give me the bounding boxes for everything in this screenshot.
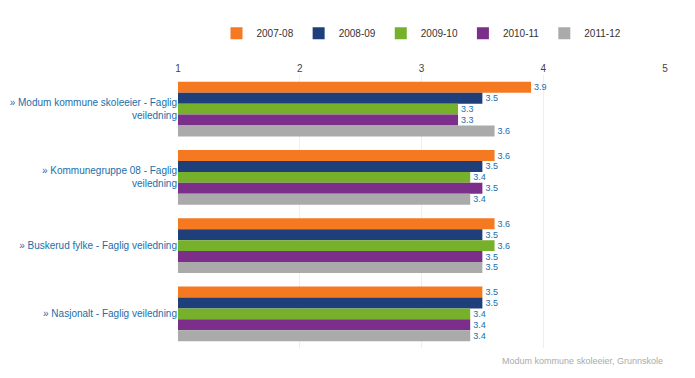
- svg-text:3.4: 3.4: [473, 331, 486, 341]
- svg-text:3.6: 3.6: [498, 241, 511, 251]
- svg-text:3.4: 3.4: [473, 320, 486, 330]
- svg-text:4: 4: [540, 63, 546, 74]
- svg-text:2010-11: 2010-11: [503, 28, 539, 39]
- svg-text:3: 3: [419, 63, 425, 74]
- svg-text:3.9: 3.9: [534, 82, 547, 92]
- svg-text:» Buskerud fylke - Faglig veil: » Buskerud fylke - Faglig veiledning: [19, 240, 177, 251]
- svg-text:1: 1: [175, 63, 181, 74]
- svg-text:3.6: 3.6: [498, 219, 511, 229]
- svg-text:2008-09: 2008-09: [339, 28, 376, 39]
- svg-text:2: 2: [297, 63, 303, 74]
- svg-text:3.3: 3.3: [461, 115, 474, 125]
- svg-text:3.5: 3.5: [485, 287, 498, 297]
- svg-text:» Nasjonalt - Faglig veilednin: » Nasjonalt - Faglig veiledning: [43, 308, 177, 319]
- svg-text:2007-08: 2007-08: [257, 28, 294, 39]
- svg-text:3.4: 3.4: [473, 194, 486, 204]
- svg-text:3.5: 3.5: [485, 252, 498, 262]
- svg-text:2009-10: 2009-10: [421, 28, 458, 39]
- svg-text:» Kommunegruppe 08 - Fagligvei: » Kommunegruppe 08 - Fagligveiledning: [42, 165, 177, 189]
- svg-text:3.5: 3.5: [485, 183, 498, 193]
- svg-text:3.4: 3.4: [473, 309, 486, 319]
- svg-text:5: 5: [662, 63, 668, 74]
- svg-text:3.5: 3.5: [485, 161, 498, 171]
- svg-text:3.5: 3.5: [485, 93, 498, 103]
- svg-text:» Modum kommune skoleeier - Fa: » Modum kommune skoleeier - Fagligveiled…: [10, 97, 177, 121]
- svg-text:2011-12: 2011-12: [584, 28, 620, 39]
- svg-text:3.5: 3.5: [485, 230, 498, 240]
- svg-text:3.5: 3.5: [485, 298, 498, 308]
- svg-text:3.4: 3.4: [473, 172, 486, 182]
- svg-text:Modum kommune skoleeier, Grunn: Modum kommune skoleeier, Grunnskole: [502, 356, 663, 366]
- svg-text:3.6: 3.6: [498, 151, 511, 161]
- svg-text:3.3: 3.3: [461, 104, 474, 114]
- svg-text:3.6: 3.6: [498, 126, 511, 136]
- svg-text:3.5: 3.5: [485, 262, 498, 272]
